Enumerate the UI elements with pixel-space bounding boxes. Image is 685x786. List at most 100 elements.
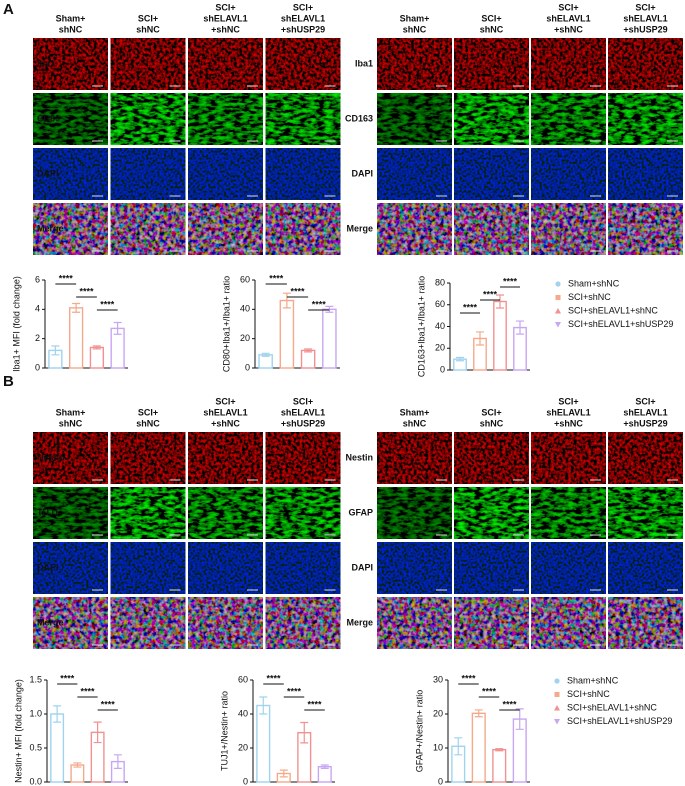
column-header: shNC <box>136 418 160 428</box>
micrograph <box>454 432 529 484</box>
y-axis-label: GFAP+/Nestin+ ratio <box>414 690 424 773</box>
micrograph <box>454 93 529 145</box>
column-header: shNC <box>480 418 504 428</box>
micrograph <box>454 487 529 539</box>
y-tick-label: 60 <box>435 299 445 309</box>
bar <box>471 712 486 783</box>
legend-label: Sham+shNC <box>568 278 620 288</box>
row-label: Merge <box>37 617 64 627</box>
y-tick-label: 20 <box>433 708 443 718</box>
significance-label: **** <box>503 276 518 286</box>
micrograph <box>265 487 341 539</box>
micrograph <box>531 148 606 200</box>
micrograph <box>454 597 529 649</box>
significance-label: **** <box>463 302 478 312</box>
micrograph <box>531 38 606 90</box>
micrograph <box>110 432 186 484</box>
y-tick-label: 60 <box>238 674 248 684</box>
column-header: shELAVL1 <box>281 13 325 23</box>
y-tick-label: 20 <box>240 333 250 343</box>
y-tick-label: 60 <box>240 274 250 284</box>
error-bar <box>259 696 268 715</box>
micrograph <box>531 542 606 594</box>
micrograph <box>608 597 683 649</box>
micrograph <box>265 148 341 200</box>
micrograph <box>531 432 606 484</box>
error-bar <box>300 721 309 744</box>
micrograph <box>454 203 529 255</box>
legend-marker <box>555 322 561 328</box>
micrograph <box>110 487 186 539</box>
significance-label: **** <box>80 686 95 696</box>
micrograph <box>377 93 452 145</box>
significance-label: **** <box>60 673 75 683</box>
micrograph <box>188 597 263 649</box>
micrograph <box>265 432 341 484</box>
micrograph <box>33 203 108 255</box>
column-header: +shNC <box>554 418 583 428</box>
significance-label: **** <box>59 273 74 283</box>
micrograph <box>188 93 263 145</box>
micrograph <box>188 203 263 255</box>
micrograph <box>110 203 186 255</box>
column-header: SCI+ <box>293 2 313 12</box>
y-tick-label: 30 <box>433 674 443 684</box>
y-tick-label: 0.5 <box>29 742 42 752</box>
column-header: SCI+ <box>635 396 655 406</box>
error-bar <box>454 737 463 756</box>
micrograph <box>377 597 452 649</box>
y-tick-label: 0 <box>245 362 250 372</box>
significance-label: **** <box>290 286 305 296</box>
column-header: shELAVL1 <box>203 407 247 417</box>
micrograph <box>377 203 452 255</box>
column-header: SCI+ <box>293 396 313 406</box>
micrograph <box>608 487 683 539</box>
significance-label: **** <box>101 699 116 709</box>
y-axis-label: Iba1+ MFI (fold change) <box>11 276 21 372</box>
column-header: SCI+ <box>481 13 501 23</box>
significance-label: **** <box>266 673 281 683</box>
column-header: Sham+ <box>56 407 86 417</box>
error-bar <box>495 748 504 752</box>
row-label: Nestin <box>345 452 373 462</box>
y-tick-label: 0.0 <box>29 776 42 786</box>
y-axis-label: TUJ1+/Nestin+ ratio <box>219 691 229 771</box>
y-tick-label: 20 <box>238 742 248 752</box>
micrograph <box>531 203 606 255</box>
legend-marker <box>555 295 561 300</box>
y-tick-label: 10 <box>433 742 443 752</box>
legend-label: Sham+shNC <box>567 675 619 685</box>
y-tick-label: 0 <box>440 364 445 374</box>
micrograph <box>33 93 108 145</box>
y-tick-label: 1.0 <box>29 708 42 718</box>
column-header: shNC <box>136 24 160 34</box>
micrograph <box>110 542 186 594</box>
error-bar <box>72 302 81 313</box>
micrograph <box>265 542 341 594</box>
y-axis-label: CD80+Iba1+/Iba1+ ratio <box>221 276 231 372</box>
column-header: shNC <box>59 24 83 34</box>
bar <box>256 704 271 783</box>
error-bar <box>261 352 270 357</box>
column-header: +shNC <box>554 24 583 34</box>
error-bar <box>476 331 484 346</box>
column-header: SCI+ <box>138 407 158 417</box>
significance-label: **** <box>100 299 115 309</box>
micrograph <box>608 203 683 255</box>
micrograph <box>454 148 529 200</box>
row-label: GFAP <box>348 507 373 517</box>
error-bar <box>456 356 464 362</box>
row-label: DAPI <box>37 168 59 178</box>
micrograph <box>608 542 683 594</box>
y-tick-label: 2 <box>35 333 40 343</box>
row-label: CD80 <box>37 113 60 123</box>
micrograph <box>188 38 263 90</box>
error-bar <box>73 762 82 768</box>
y-tick-label: 1.5 <box>29 674 42 684</box>
legend-label: SCI+shELAVL1+shNC <box>567 702 657 712</box>
micrograph <box>33 542 108 594</box>
column-header: shELAVL1 <box>546 13 590 23</box>
row-label: Iba1 <box>355 58 373 68</box>
micrograph <box>377 38 452 90</box>
significance-label: **** <box>482 686 497 696</box>
